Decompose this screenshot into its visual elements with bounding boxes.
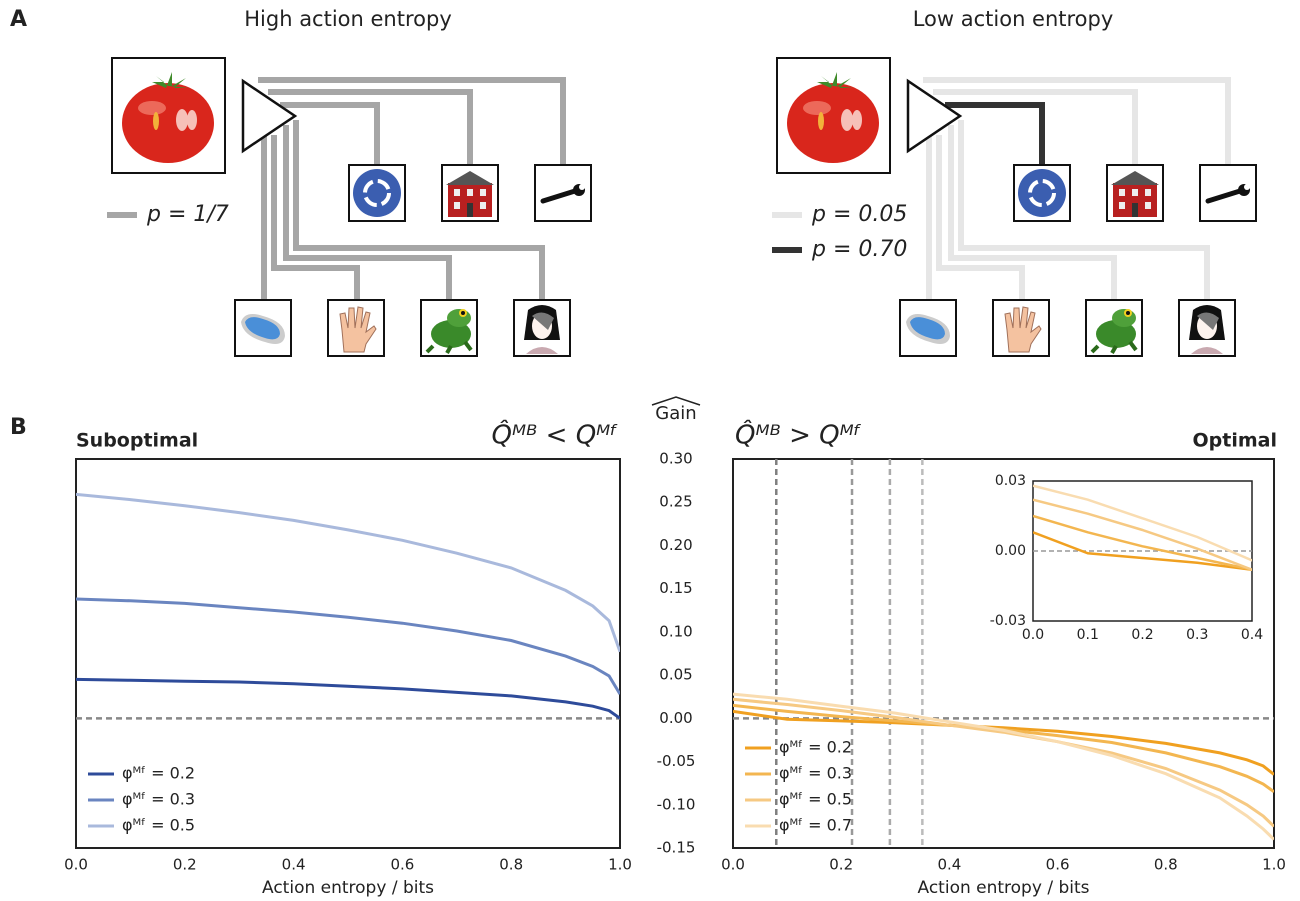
x-tick-label: 0.0 (721, 856, 745, 874)
y-tick-label: -0.15 (657, 839, 696, 857)
y-tick-label: 0.15 (659, 579, 692, 597)
legend-label: φᴹᶠ = 0.5 (779, 790, 852, 809)
legend-label: φᴹᶠ = 0.5 (122, 816, 195, 835)
chart-title: Optimal (1193, 430, 1277, 452)
x-tick-label: 0.2 (173, 856, 197, 874)
x-tick-label: 1.0 (608, 856, 632, 874)
x-axis-label: Action entropy / bits (262, 878, 434, 898)
diagram-title: Low action entropy (913, 7, 1114, 31)
legend-label: p = 0.05 (811, 202, 907, 227)
panel-label: B (10, 415, 27, 440)
figure: A B High action entropy p = 1/7 Low action… (0, 0, 1300, 901)
y-tick-label: 0.25 (659, 493, 692, 511)
y-tick-label: 0.20 (659, 536, 692, 554)
inset-y-tick-label: 0.00 (995, 543, 1026, 559)
y-tick-label: 0.10 (659, 622, 692, 640)
x-tick-label: 0.2 (829, 856, 853, 874)
inset-x-tick-label: 0.1 (1077, 627, 1099, 643)
y-tick-label: 0.30 (659, 450, 692, 468)
x-tick-label: 0.4 (937, 856, 961, 874)
legend-label: φᴹᶠ = 0.3 (122, 790, 195, 809)
x-axis-label: Action entropy / bits (918, 878, 1090, 898)
legend-label: φᴹᶠ = 0.2 (779, 738, 852, 757)
x-tick-label: 0.6 (390, 856, 414, 874)
x-tick-label: 1.0 (1262, 856, 1286, 874)
inset-y-tick-label: 0.03 (995, 473, 1026, 489)
x-tick-label: 0.8 (1154, 856, 1178, 874)
chart-title: Suboptimal (76, 430, 198, 452)
branch (296, 120, 542, 300)
y-tick-label: 0.05 (659, 666, 692, 684)
inset-x-tick-label: 0.4 (1241, 627, 1263, 643)
round-icon (353, 169, 401, 217)
y-tick-label: -0.05 (657, 752, 696, 770)
x-tick-label: 0.8 (499, 856, 523, 874)
legend-label: p = 1/7 (146, 202, 229, 227)
y-axis-label: Gain (655, 403, 696, 424)
diagram: Low action entropy p = 0.05 p = 0.70 (772, 7, 1256, 356)
condition-annotation: Q̂ᴹᴮ > Qᴹᶠ (735, 419, 862, 451)
y-tick-label: -0.10 (657, 795, 696, 813)
panel-label: A (10, 7, 27, 32)
diagram-title: High action entropy (244, 7, 452, 31)
diagram: High action entropy p = 1/7 (107, 7, 591, 356)
legend-label: φᴹᶠ = 0.3 (779, 764, 852, 783)
legend-label: p = 0.70 (811, 237, 907, 262)
legend-label: φᴹᶠ = 0.2 (122, 764, 195, 783)
x-tick-label: 0.4 (282, 856, 306, 874)
inset-x-tick-label: 0.3 (1186, 627, 1208, 643)
x-tick-label: 0.6 (1046, 856, 1070, 874)
round-icon (1018, 169, 1066, 217)
condition-annotation: Q̂ᴹᴮ < Qᴹᶠ (492, 419, 619, 451)
inset-x-tick-label: 0.2 (1131, 627, 1153, 643)
branch (961, 120, 1207, 300)
y-tick-label: 0.00 (659, 709, 692, 727)
inset-y-tick-label: -0.03 (990, 613, 1026, 629)
legend-label: φᴹᶠ = 0.7 (779, 816, 852, 835)
x-tick-label: 0.0 (64, 856, 88, 874)
inset-x-tick-label: 0.0 (1022, 627, 1044, 643)
